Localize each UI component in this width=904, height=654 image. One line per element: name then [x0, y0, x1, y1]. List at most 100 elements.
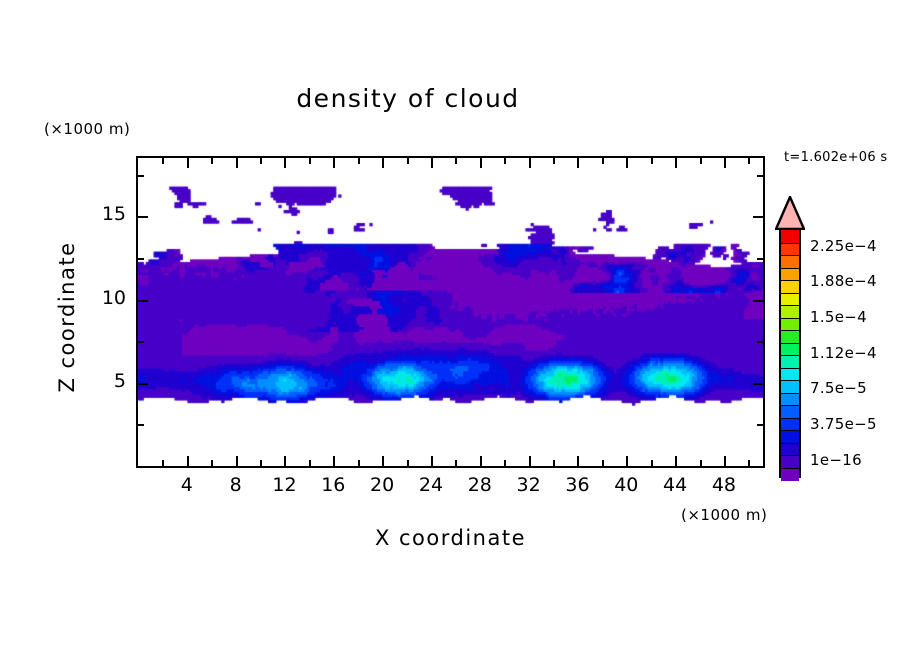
colorbar-swatch: [781, 317, 799, 332]
x-major-tick-top: [382, 158, 385, 168]
x-tick-label: 24: [418, 474, 444, 496]
x-minor-tick: [162, 460, 165, 466]
x-minor-tick: [650, 460, 653, 466]
y-major-tick: [138, 299, 148, 302]
x-major-tick: [333, 456, 336, 466]
y-major-tick: [138, 382, 148, 385]
colorbar-swatch: [781, 442, 799, 457]
x-minor-tick-top: [748, 158, 751, 164]
x-minor-tick-top: [601, 158, 604, 164]
x-minor-tick: [699, 460, 702, 466]
x-major-tick: [430, 456, 433, 466]
y-minor-tick-right: [757, 341, 763, 344]
x-minor-tick: [308, 460, 311, 466]
chart-title: density of cloud: [296, 84, 520, 113]
y-major-tick-right: [753, 299, 763, 302]
x-major-tick-top: [577, 158, 580, 168]
colorbar-swatch: [781, 292, 799, 307]
x-tick-label: 4: [180, 474, 193, 496]
x-tick-label: 40: [614, 474, 639, 496]
colorbar-swatch: [781, 380, 799, 394]
x-major-tick-top: [186, 158, 189, 168]
plot-area: [136, 156, 765, 468]
x-tick-label: 28: [467, 474, 492, 496]
x-minor-tick-top: [406, 158, 409, 164]
x-major-tick-top: [430, 158, 433, 168]
colorbar-swatch: [781, 342, 799, 357]
colorbar-swatch: [781, 255, 799, 269]
colorbar-swatch: [781, 330, 799, 344]
x-minor-tick: [601, 460, 604, 466]
y-axis-unit-label: (×1000 m): [44, 120, 131, 138]
x-axis-title: X coordinate: [374, 526, 527, 550]
x-major-tick: [528, 456, 531, 466]
x-minor-tick-top: [455, 158, 458, 164]
x-major-tick-top: [626, 158, 629, 168]
y-tick-label: 10: [101, 286, 126, 309]
x-major-tick: [284, 456, 287, 466]
colorbar-swatch: [781, 242, 799, 257]
x-major-tick: [675, 456, 678, 466]
contour-field: [138, 158, 763, 466]
colorbar-swatch: [781, 417, 799, 432]
y-minor-tick: [138, 341, 144, 344]
x-minor-tick-top: [504, 158, 507, 164]
colorbar-tick-label: 7.5e−5: [810, 379, 867, 398]
colorbar-tick-label: 1.5e−4: [810, 308, 867, 326]
x-minor-tick-top: [650, 158, 653, 164]
x-tick-label: 20: [370, 474, 395, 496]
x-tick-label: 12: [272, 474, 297, 496]
colorbar-swatch: [781, 230, 799, 243]
colorbar-tick-label: 1.88e−4: [810, 272, 877, 291]
colorbar-tick-label: 2.25e−4: [810, 236, 877, 255]
y-axis-title: Z coordinate: [55, 241, 79, 393]
colorbar-swatch: [781, 267, 799, 282]
x-minor-tick-top: [699, 158, 702, 164]
x-major-tick-top: [479, 158, 482, 168]
colorbar-tick-label: 3.75e−5: [810, 415, 877, 434]
colorbar-swatch: [781, 467, 799, 482]
x-tick-label: 44: [663, 474, 688, 496]
colorbar-swatch: [781, 430, 799, 444]
x-major-tick: [186, 456, 189, 466]
x-minor-tick-top: [357, 158, 360, 164]
y-minor-tick: [138, 257, 144, 260]
x-major-tick: [723, 456, 726, 466]
time-annotation: t=1.602e+06 s: [784, 150, 888, 165]
y-minor-tick: [138, 424, 144, 427]
x-minor-tick-top: [211, 158, 214, 164]
x-major-tick-top: [333, 158, 336, 168]
y-minor-tick: [138, 174, 144, 177]
x-minor-tick-top: [553, 158, 556, 164]
colorbar-swatch: [781, 367, 799, 382]
colorbar-swatch: [781, 405, 799, 419]
colorbar-tick-label: 1e−16: [810, 450, 862, 469]
x-minor-tick: [553, 460, 556, 466]
y-minor-tick-right: [757, 257, 763, 260]
x-major-tick-top: [235, 158, 238, 168]
y-tick-label: 15: [101, 203, 126, 226]
colorbar-tick-label: 1.12e−4: [810, 343, 877, 362]
x-minor-tick: [357, 460, 360, 466]
colorbar-swatch: [781, 355, 799, 369]
x-major-tick-top: [723, 158, 726, 168]
x-major-tick-top: [284, 158, 287, 168]
x-major-tick: [577, 456, 580, 466]
x-minor-tick-top: [162, 158, 165, 164]
colorbar: 2.25e−4 1.88e−4 1.5e−4 1.12e−4 7.5e−5 3.75e−5…: [770, 196, 904, 486]
x-minor-tick: [748, 460, 751, 466]
x-major-tick-top: [528, 158, 531, 168]
x-major-tick: [382, 456, 385, 466]
x-minor-tick-top: [308, 158, 311, 164]
colorbar-swatch: [781, 280, 799, 294]
x-tick-label: 36: [565, 474, 590, 496]
x-major-tick-top: [675, 158, 678, 168]
y-major-tick: [138, 216, 148, 219]
y-major-tick-right: [753, 382, 763, 385]
x-minor-tick: [406, 460, 409, 466]
y-minor-tick-right: [757, 424, 763, 427]
x-tick-label: 8: [229, 474, 242, 496]
colorbar-swatches: [779, 228, 801, 482]
colorbar-swatch: [781, 455, 799, 469]
